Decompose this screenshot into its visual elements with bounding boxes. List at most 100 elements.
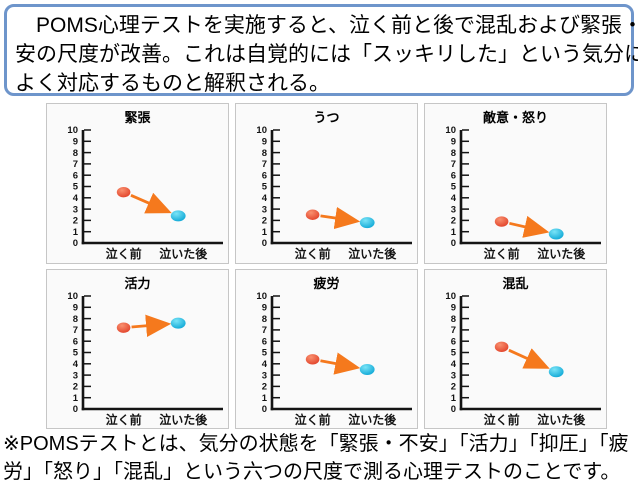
svg-text:泣いた後: 泣いた後 <box>159 246 208 261</box>
svg-text:3: 3 <box>451 204 456 215</box>
svg-text:1: 1 <box>451 227 457 238</box>
svg-text:6: 6 <box>73 170 78 181</box>
chart-panel-tension: 緊張 0 1 2 3 4 5 6 7 8 9 10 泣く前 泣いた後 <box>46 103 229 264</box>
svg-text:泣いた後: 泣いた後 <box>348 246 397 261</box>
svg-text:4: 4 <box>262 359 268 370</box>
svg-text:9: 9 <box>262 137 267 148</box>
svg-text:8: 8 <box>262 313 267 324</box>
svg-text:泣いた後: 泣いた後 <box>537 246 586 261</box>
svg-text:泣く前: 泣く前 <box>484 412 520 427</box>
svg-text:2: 2 <box>73 216 78 227</box>
svg-text:6: 6 <box>73 336 78 347</box>
summary-line-3: よく対応するものと解釈される。 <box>15 72 330 95</box>
svg-text:10: 10 <box>67 125 78 136</box>
svg-text:7: 7 <box>73 325 78 336</box>
svg-text:10: 10 <box>256 291 267 302</box>
svg-text:1: 1 <box>73 392 79 403</box>
summary-textbox: POMS心理テストを実施すると、泣く前と後で混乱および緊張・不 安の尺度が改善。… <box>4 4 638 96</box>
svg-text:10: 10 <box>445 125 456 136</box>
svg-text:6: 6 <box>451 336 456 347</box>
svg-text:2: 2 <box>451 216 456 227</box>
svg-text:1: 1 <box>451 392 457 403</box>
chart-panel-fatigue: 疲労 0 1 2 3 4 5 6 7 8 9 10 泣く前 泣いた後 <box>235 268 418 429</box>
svg-text:7: 7 <box>262 325 267 336</box>
chart-title: 緊張 <box>124 110 151 125</box>
summary-line-2: 安の尺度が改善。これは自覚的には「スッキリした」という気分に <box>15 43 638 66</box>
svg-text:4: 4 <box>262 193 268 204</box>
svg-text:8: 8 <box>451 148 456 159</box>
svg-text:5: 5 <box>262 347 268 358</box>
chart-panel-hostility-anger: 敵意・怒り 0 1 2 3 4 5 6 7 8 9 10 泣く前 泣いた後 <box>424 103 607 264</box>
svg-text:7: 7 <box>73 159 78 170</box>
svg-text:2: 2 <box>451 381 456 392</box>
svg-text:2: 2 <box>262 381 267 392</box>
svg-text:5: 5 <box>73 182 79 193</box>
svg-text:4: 4 <box>73 359 79 370</box>
svg-text:1: 1 <box>262 227 268 238</box>
summary-line-1: POMS心理テストを実施すると、泣く前と後で混乱および緊張・不 <box>15 14 638 37</box>
svg-text:5: 5 <box>73 347 79 358</box>
svg-text:2: 2 <box>73 381 78 392</box>
svg-text:9: 9 <box>451 302 456 313</box>
svg-text:泣いた後: 泣いた後 <box>159 412 208 427</box>
svg-text:8: 8 <box>73 313 78 324</box>
svg-text:泣いた後: 泣いた後 <box>537 412 586 427</box>
svg-text:3: 3 <box>262 204 267 215</box>
svg-text:7: 7 <box>451 159 456 170</box>
chart-panel-confusion: 混乱 0 1 2 3 4 5 6 7 8 9 10 泣く前 泣いた後 <box>424 268 607 429</box>
svg-text:8: 8 <box>451 313 456 324</box>
svg-text:2: 2 <box>262 216 267 227</box>
svg-text:0: 0 <box>451 238 456 249</box>
svg-text:1: 1 <box>73 227 79 238</box>
svg-text:6: 6 <box>451 170 456 181</box>
svg-text:泣いた後: 泣いた後 <box>348 412 397 427</box>
svg-text:3: 3 <box>73 204 78 215</box>
svg-text:8: 8 <box>262 148 267 159</box>
svg-text:0: 0 <box>73 238 78 249</box>
svg-text:10: 10 <box>67 291 78 302</box>
svg-text:9: 9 <box>451 137 456 148</box>
svg-text:泣く前: 泣く前 <box>295 412 331 427</box>
svg-text:6: 6 <box>262 170 267 181</box>
svg-text:7: 7 <box>262 159 267 170</box>
svg-text:5: 5 <box>262 182 268 193</box>
svg-text:0: 0 <box>262 404 267 415</box>
chart-title: うつ <box>313 110 340 125</box>
svg-text:6: 6 <box>262 336 267 347</box>
svg-text:0: 0 <box>451 404 456 415</box>
footnote: ※POMSテストとは、気分の状態を「緊張・不安」「活力」「抑圧」「疲 労」「怒り… <box>3 430 637 486</box>
svg-text:3: 3 <box>262 370 267 381</box>
svg-text:泣く前: 泣く前 <box>106 412 142 427</box>
chart-title: 混乱 <box>502 275 529 291</box>
footnote-line-1: ※POMSテストとは、気分の状態を「緊張・不安」「活力」「抑圧」「疲 <box>3 433 629 455</box>
chart-panel-vigor: 活力 0 1 2 3 4 5 6 7 8 9 10 泣く前 泣いた後 <box>46 268 229 429</box>
svg-text:3: 3 <box>451 370 456 381</box>
svg-text:8: 8 <box>73 148 78 159</box>
chart-title: 活力 <box>124 275 151 291</box>
svg-text:5: 5 <box>451 347 457 358</box>
svg-text:泣く前: 泣く前 <box>295 246 331 261</box>
svg-text:泣く前: 泣く前 <box>484 246 520 261</box>
svg-text:5: 5 <box>451 182 457 193</box>
svg-text:7: 7 <box>451 325 456 336</box>
svg-text:10: 10 <box>256 125 267 136</box>
svg-text:4: 4 <box>73 193 79 204</box>
chart-panel-depression: うつ 0 1 2 3 4 5 6 7 8 9 10 泣く前 泣いた後 <box>235 103 418 264</box>
svg-text:9: 9 <box>73 137 78 148</box>
charts-grid: 緊張 0 1 2 3 4 5 6 7 8 9 10 泣く前 泣いた後 うつ 0 1 2 3 4 5 6 7 8 9 10 泣く… <box>46 103 607 429</box>
svg-text:0: 0 <box>262 238 267 249</box>
footnote-line-2: 労」「怒り」「混乱」という六つの尺度で測る心理テストのことです。 <box>3 461 621 483</box>
svg-text:9: 9 <box>73 302 78 313</box>
svg-text:10: 10 <box>445 291 456 302</box>
svg-text:4: 4 <box>451 193 457 204</box>
svg-text:泣く前: 泣く前 <box>106 246 142 261</box>
chart-title: 敵意・怒り <box>482 110 548 125</box>
svg-text:9: 9 <box>262 302 267 313</box>
